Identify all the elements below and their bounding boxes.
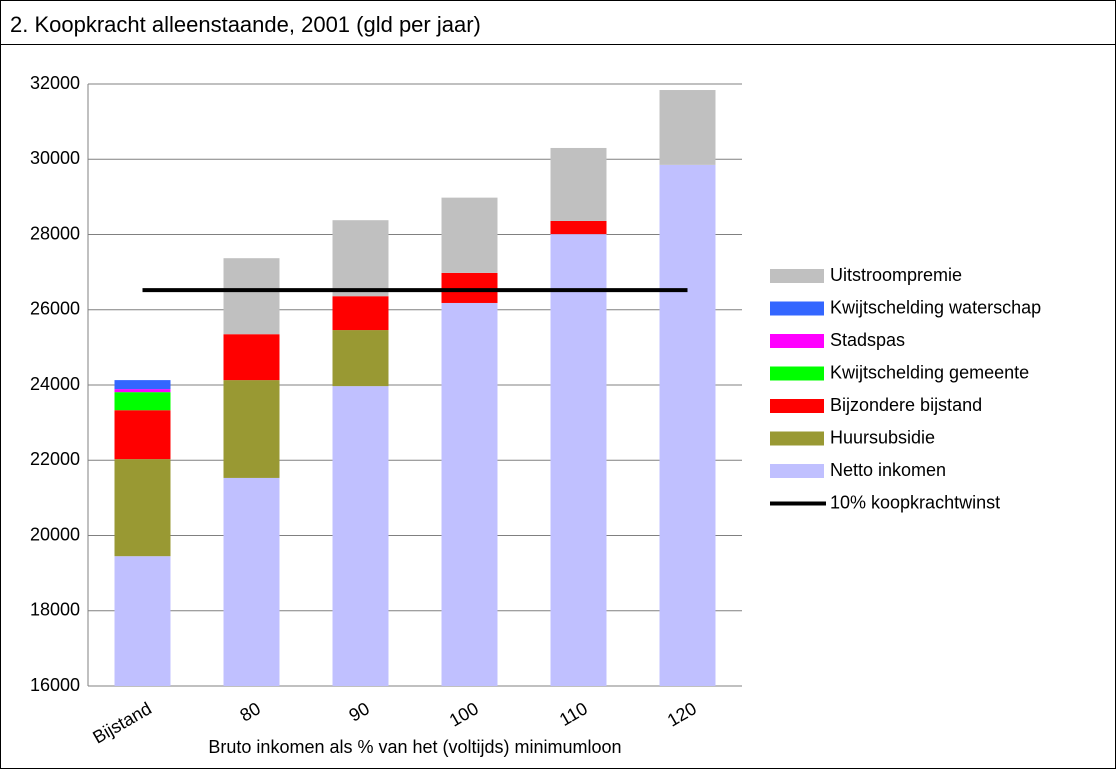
y-tick-label: 16000 [30,675,80,695]
bar-segment [550,234,607,686]
legend-swatch [770,464,824,478]
bar-segment [223,477,280,686]
legend-label: Uitstroompremie [830,265,962,285]
legend-swatch [770,334,824,348]
bar-segment [223,380,280,478]
legend-label: Kwijtschelding waterschap [830,297,1041,317]
bar-segment [223,334,280,381]
legend-label: Kwijtschelding gemeente [830,362,1029,382]
y-tick-label: 20000 [30,524,80,544]
bar-segment [114,392,171,411]
legend-swatch [770,399,824,413]
bar-segment [659,90,716,165]
y-tick-label: 22000 [30,449,80,469]
bar-segment [332,220,389,297]
bar-segment [441,302,498,686]
chart-title: 2. Koopkracht alleenstaande, 2001 (gld p… [10,12,481,37]
y-tick-label: 28000 [30,223,80,243]
legend-label: Bijzondere bijstand [830,395,982,415]
bar-segment [223,258,280,335]
legend-label: Netto inkomen [830,460,946,480]
bar-segment [659,164,716,687]
bar-segment [114,380,171,390]
legend-swatch [770,366,824,381]
bar-segment [441,197,498,273]
bar-segment [114,389,171,393]
bar-segment [114,410,171,460]
y-tick-label: 26000 [30,299,80,319]
y-tick-label: 18000 [30,600,80,620]
bar-segment [332,296,389,331]
legend-swatch [770,269,824,283]
legend-label: Stadspas [830,330,905,350]
legend-swatch [770,301,824,316]
y-tick-label: 24000 [30,374,80,394]
bar-segment [550,147,607,221]
legend-label: 10% koopkrachtwinst [830,492,1000,512]
y-tick-label: 32000 [30,73,80,93]
legend-swatch [770,431,824,446]
bar-segment [114,556,171,686]
bar-segment [441,272,498,303]
y-tick-label: 30000 [30,148,80,168]
x-axis-title: Bruto inkomen als % van het (voltijds) m… [208,737,621,757]
legend-label: Huursubsidie [830,427,935,447]
bar-segment [550,220,607,235]
bar-segment [332,386,389,686]
bar-segment [332,330,389,387]
bar-segment [114,459,171,557]
